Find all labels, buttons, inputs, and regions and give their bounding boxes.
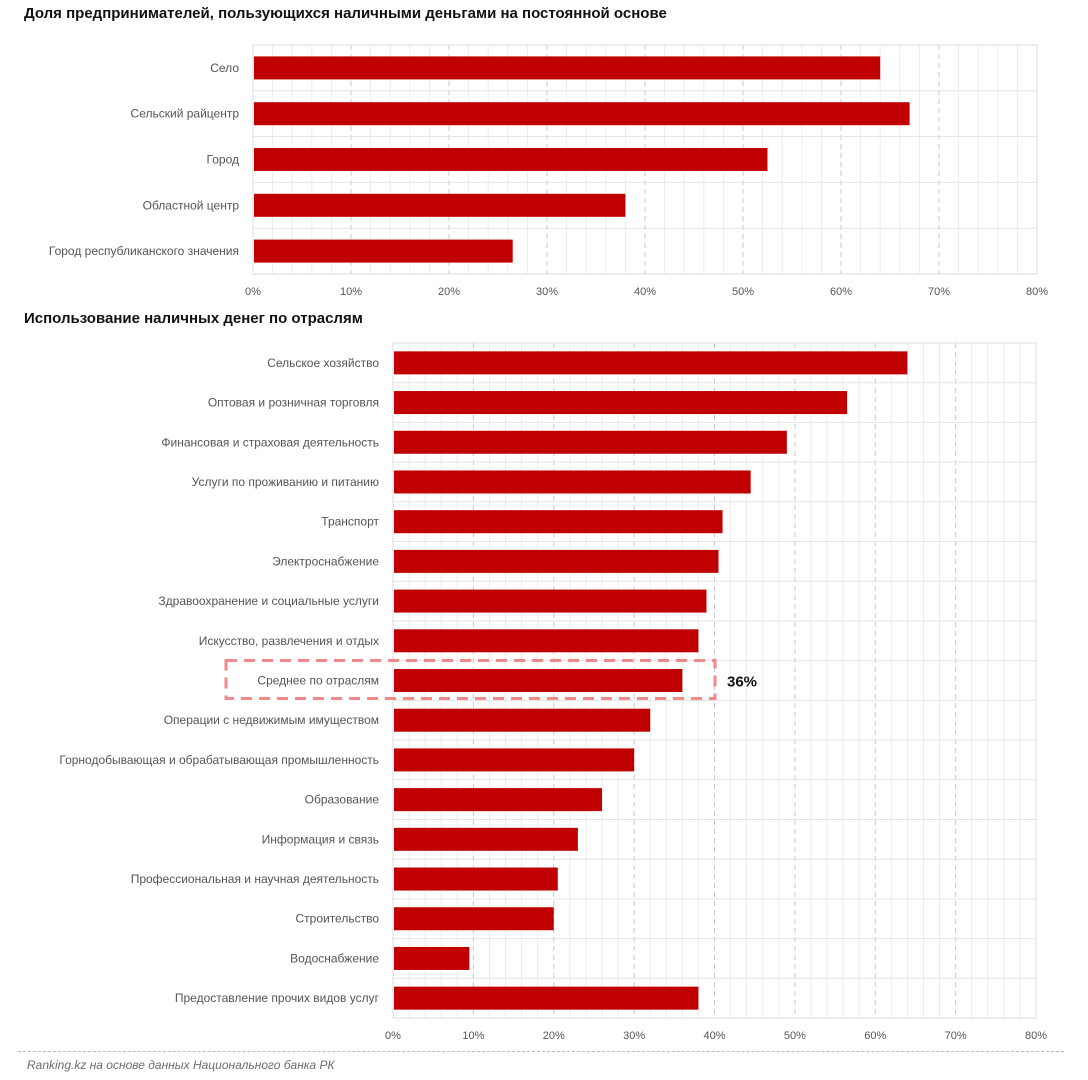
x-tick-label: 30% [536,286,558,298]
x-tick-label: 10% [340,286,362,298]
bar [394,510,723,534]
x-tick-label: 60% [864,1030,886,1042]
category-label: Оптовая и розничная торговля [208,396,379,410]
bar [394,391,848,415]
x-tick-label: 0% [245,286,261,298]
bar [394,549,719,573]
plot-area-frame [392,342,1037,1019]
bar [254,148,768,171]
bar [394,669,683,692]
bar [394,430,787,454]
category-label: Электроснабжение [272,554,379,568]
bar [394,589,707,613]
highlight-value-label: 36% [727,674,757,691]
category-label: Образование [305,793,380,807]
bar [254,239,513,263]
category-label: Здравоохранение и социальные услуги [158,594,379,608]
bar [394,827,578,851]
category-label: Сельский райцентр [131,107,240,121]
category-label: Горнодобывающая и обрабатывающая промышл… [59,753,379,767]
bar [394,748,635,772]
bar [394,629,699,653]
category-label: Водоснабжение [290,951,379,965]
bar [394,470,751,494]
category-label: Строительство [295,912,379,926]
x-tick-label: 70% [928,286,950,298]
category-label: Операции с недвижимым имуществом [164,713,379,727]
highlight-box [224,659,717,700]
x-tick-label: 40% [703,1030,725,1042]
bar [394,907,554,931]
category-label: Город республиканского значения [49,244,239,258]
x-tick-label: 30% [623,1030,645,1042]
x-tick-label: 80% [1026,286,1048,298]
x-tick-label: 20% [438,286,460,298]
x-tick-label: 10% [462,1030,484,1042]
category-label: Предоставление прочих видов услуг [175,991,380,1005]
bar [394,867,558,891]
footer-divider [18,1051,1064,1052]
x-tick-label: 60% [830,286,852,298]
bar [254,102,910,126]
category-label: Услуги по проживанию и питанию [192,475,379,489]
x-tick-label: 50% [784,1030,806,1042]
category-label: Искусство, развлечения и отдых [199,634,379,648]
category-label: Финансовая и страховая деятельность [161,435,379,449]
category-label: Город [207,153,239,167]
category-label: Профессиональная и научная деятельность [131,872,379,886]
bar [254,193,626,217]
x-tick-label: 50% [732,286,754,298]
category-label: Областной центр [143,198,240,212]
bar [394,946,470,970]
source-note: Ranking.kz на основе данных Национальног… [27,1058,335,1072]
bar [394,986,699,1010]
x-tick-label: 40% [634,286,656,298]
bar [394,708,651,732]
category-label: Среднее по отраслям [257,674,379,688]
x-tick-label: 0% [385,1030,401,1042]
x-tick-label: 80% [1025,1030,1047,1042]
category-label: Транспорт [321,515,379,529]
category-label: Сельское хозяйство [267,356,379,370]
plot-area-frame [252,44,1038,275]
bar [254,56,881,80]
bar [394,351,908,375]
x-tick-label: 20% [543,1030,565,1042]
category-label: Село [210,61,239,75]
bar [394,788,602,812]
category-label: Информация и связь [262,832,379,846]
x-tick-label: 70% [945,1030,967,1042]
chart-title-entrepreneurs: Доля предпринимателей, пользующихся нали… [24,5,667,22]
chart-title-industries: Использование наличных денег по отраслям [24,310,363,327]
